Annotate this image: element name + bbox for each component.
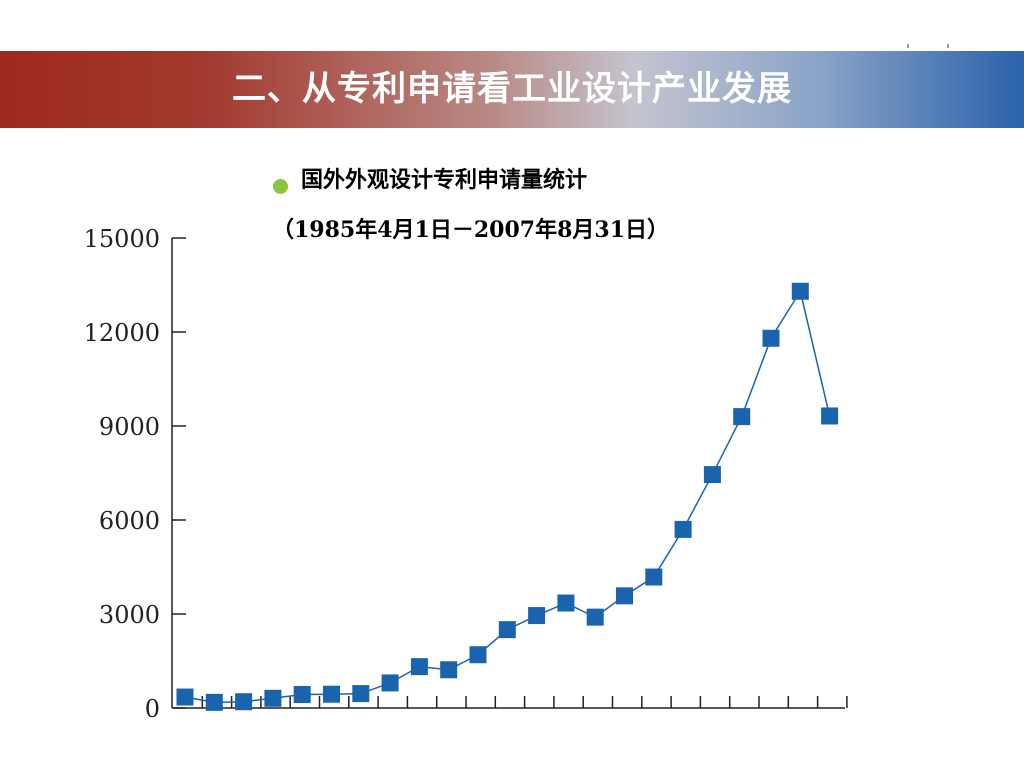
- y-tick-label: 6000: [99, 507, 160, 535]
- series-line: [184, 289, 831, 704]
- y-axis-ticks: 0 3000 6000 9000 12000 15000: [84, 225, 186, 723]
- data-point-marker: [235, 693, 253, 711]
- corner-mark: [907, 44, 909, 48]
- data-point-marker: [703, 466, 721, 484]
- data-point-marker: [176, 688, 194, 706]
- data-point-marker: [469, 646, 487, 664]
- data-point-marker: [381, 674, 399, 692]
- y-tick-label: 15000: [84, 225, 160, 253]
- data-point-marker: [352, 685, 370, 703]
- data-series: [176, 282, 839, 711]
- data-point-marker: [791, 282, 809, 300]
- data-point-marker: [674, 520, 692, 538]
- data-point-marker: [616, 587, 633, 605]
- data-point-marker: [440, 661, 458, 679]
- data-point-marker: [323, 685, 340, 703]
- data-point-marker: [498, 621, 516, 639]
- page-title: 二、从专利申请看工业设计产业发展: [232, 69, 792, 109]
- date-range: （1985年4月1日－2007年8月31日）: [272, 217, 669, 243]
- chart-axes: [171, 238, 845, 709]
- data-point-marker: [557, 594, 575, 612]
- bullet-dot: [273, 179, 288, 194]
- y-tick-label: 9000: [99, 413, 160, 441]
- y-tick-label: 0: [145, 695, 160, 723]
- data-point-marker: [586, 608, 604, 626]
- data-point-marker: [410, 658, 428, 676]
- data-point-marker: [733, 408, 751, 426]
- data-point-marker: [293, 686, 311, 704]
- data-point-marker: [821, 407, 839, 425]
- corner-mark: [947, 44, 949, 48]
- data-point-marker: [528, 607, 546, 625]
- y-tick-label: 3000: [99, 601, 160, 629]
- chart-subtitle: 国外外观设计专利申请量统计: [301, 168, 588, 193]
- data-point-marker: [645, 568, 663, 586]
- data-point-marker: [205, 693, 223, 711]
- header-band: [0, 51, 1024, 128]
- data-point-marker: [264, 689, 282, 707]
- y-tick-label: 12000: [84, 319, 160, 347]
- x-axis-ticks: [201, 696, 848, 708]
- data-point-marker: [762, 329, 780, 347]
